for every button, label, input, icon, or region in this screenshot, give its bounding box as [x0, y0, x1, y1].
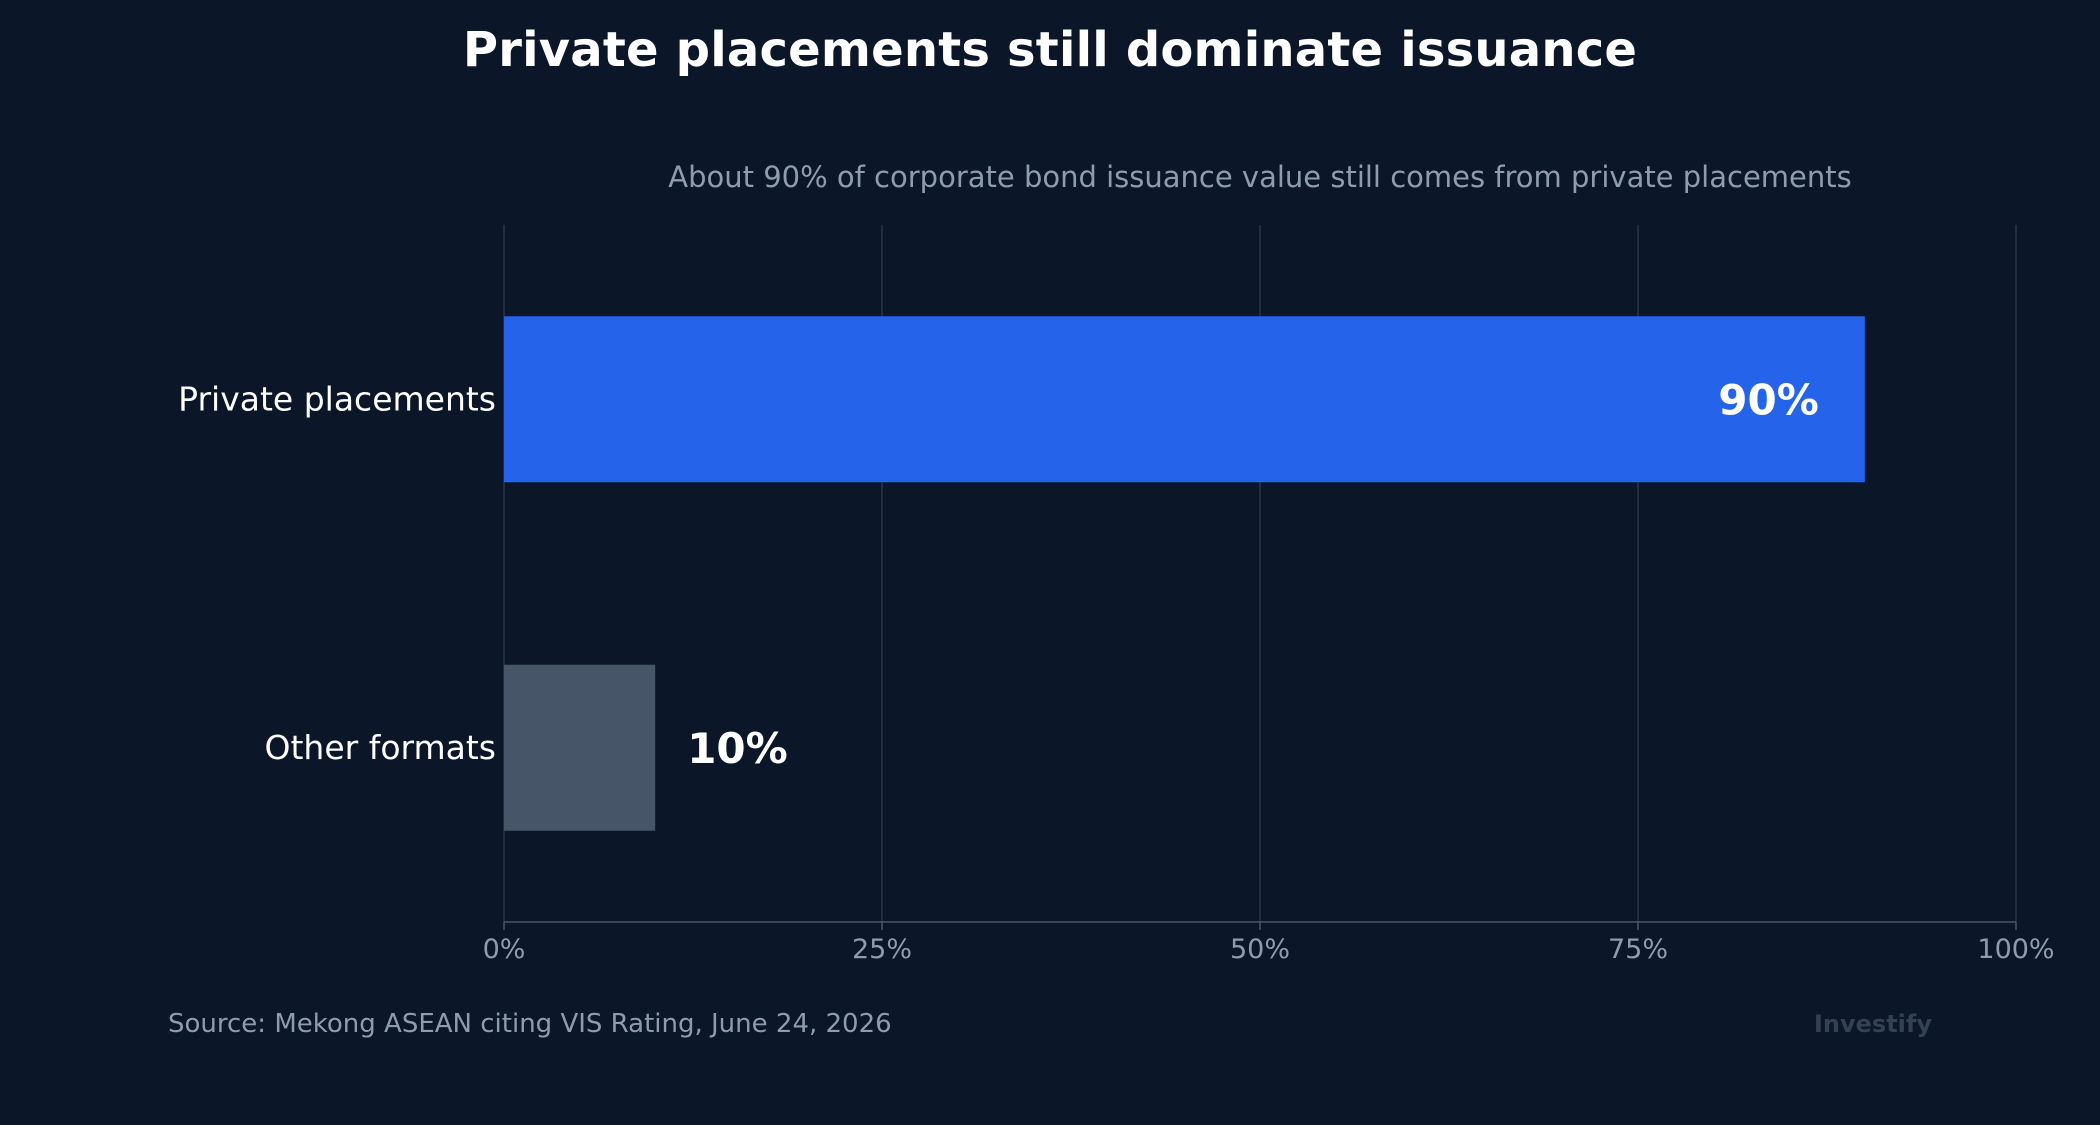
source-note: Source: Mekong ASEAN citing VIS Rating, …	[168, 1009, 892, 1039]
category-label: Private placements	[178, 379, 496, 418]
value-label: 90%	[1718, 375, 1819, 424]
x-axis: 0% 25% 50% 75% 100%	[483, 921, 2055, 965]
bar-private-placements	[504, 316, 1865, 483]
x-tick-label: 100%	[1977, 934, 2054, 965]
bar-other-formats	[504, 664, 656, 831]
x-tick-label: 50%	[1230, 934, 1290, 965]
brand-watermark: Investify	[1813, 1010, 1932, 1038]
chart-subtitle: About 90% of corporate bond issuance val…	[668, 160, 1852, 194]
x-tick-label: 25%	[852, 934, 912, 965]
category-label: Other formats	[265, 728, 496, 767]
x-tick-label: 75%	[1608, 934, 1668, 965]
value-label: 10%	[687, 724, 788, 773]
chart-title: Private placements still dominate issuan…	[462, 22, 1638, 78]
labels: Private placements 90% Other formats 10%	[178, 375, 1819, 773]
bars	[504, 316, 1865, 831]
x-tick-label: 0%	[483, 934, 526, 965]
